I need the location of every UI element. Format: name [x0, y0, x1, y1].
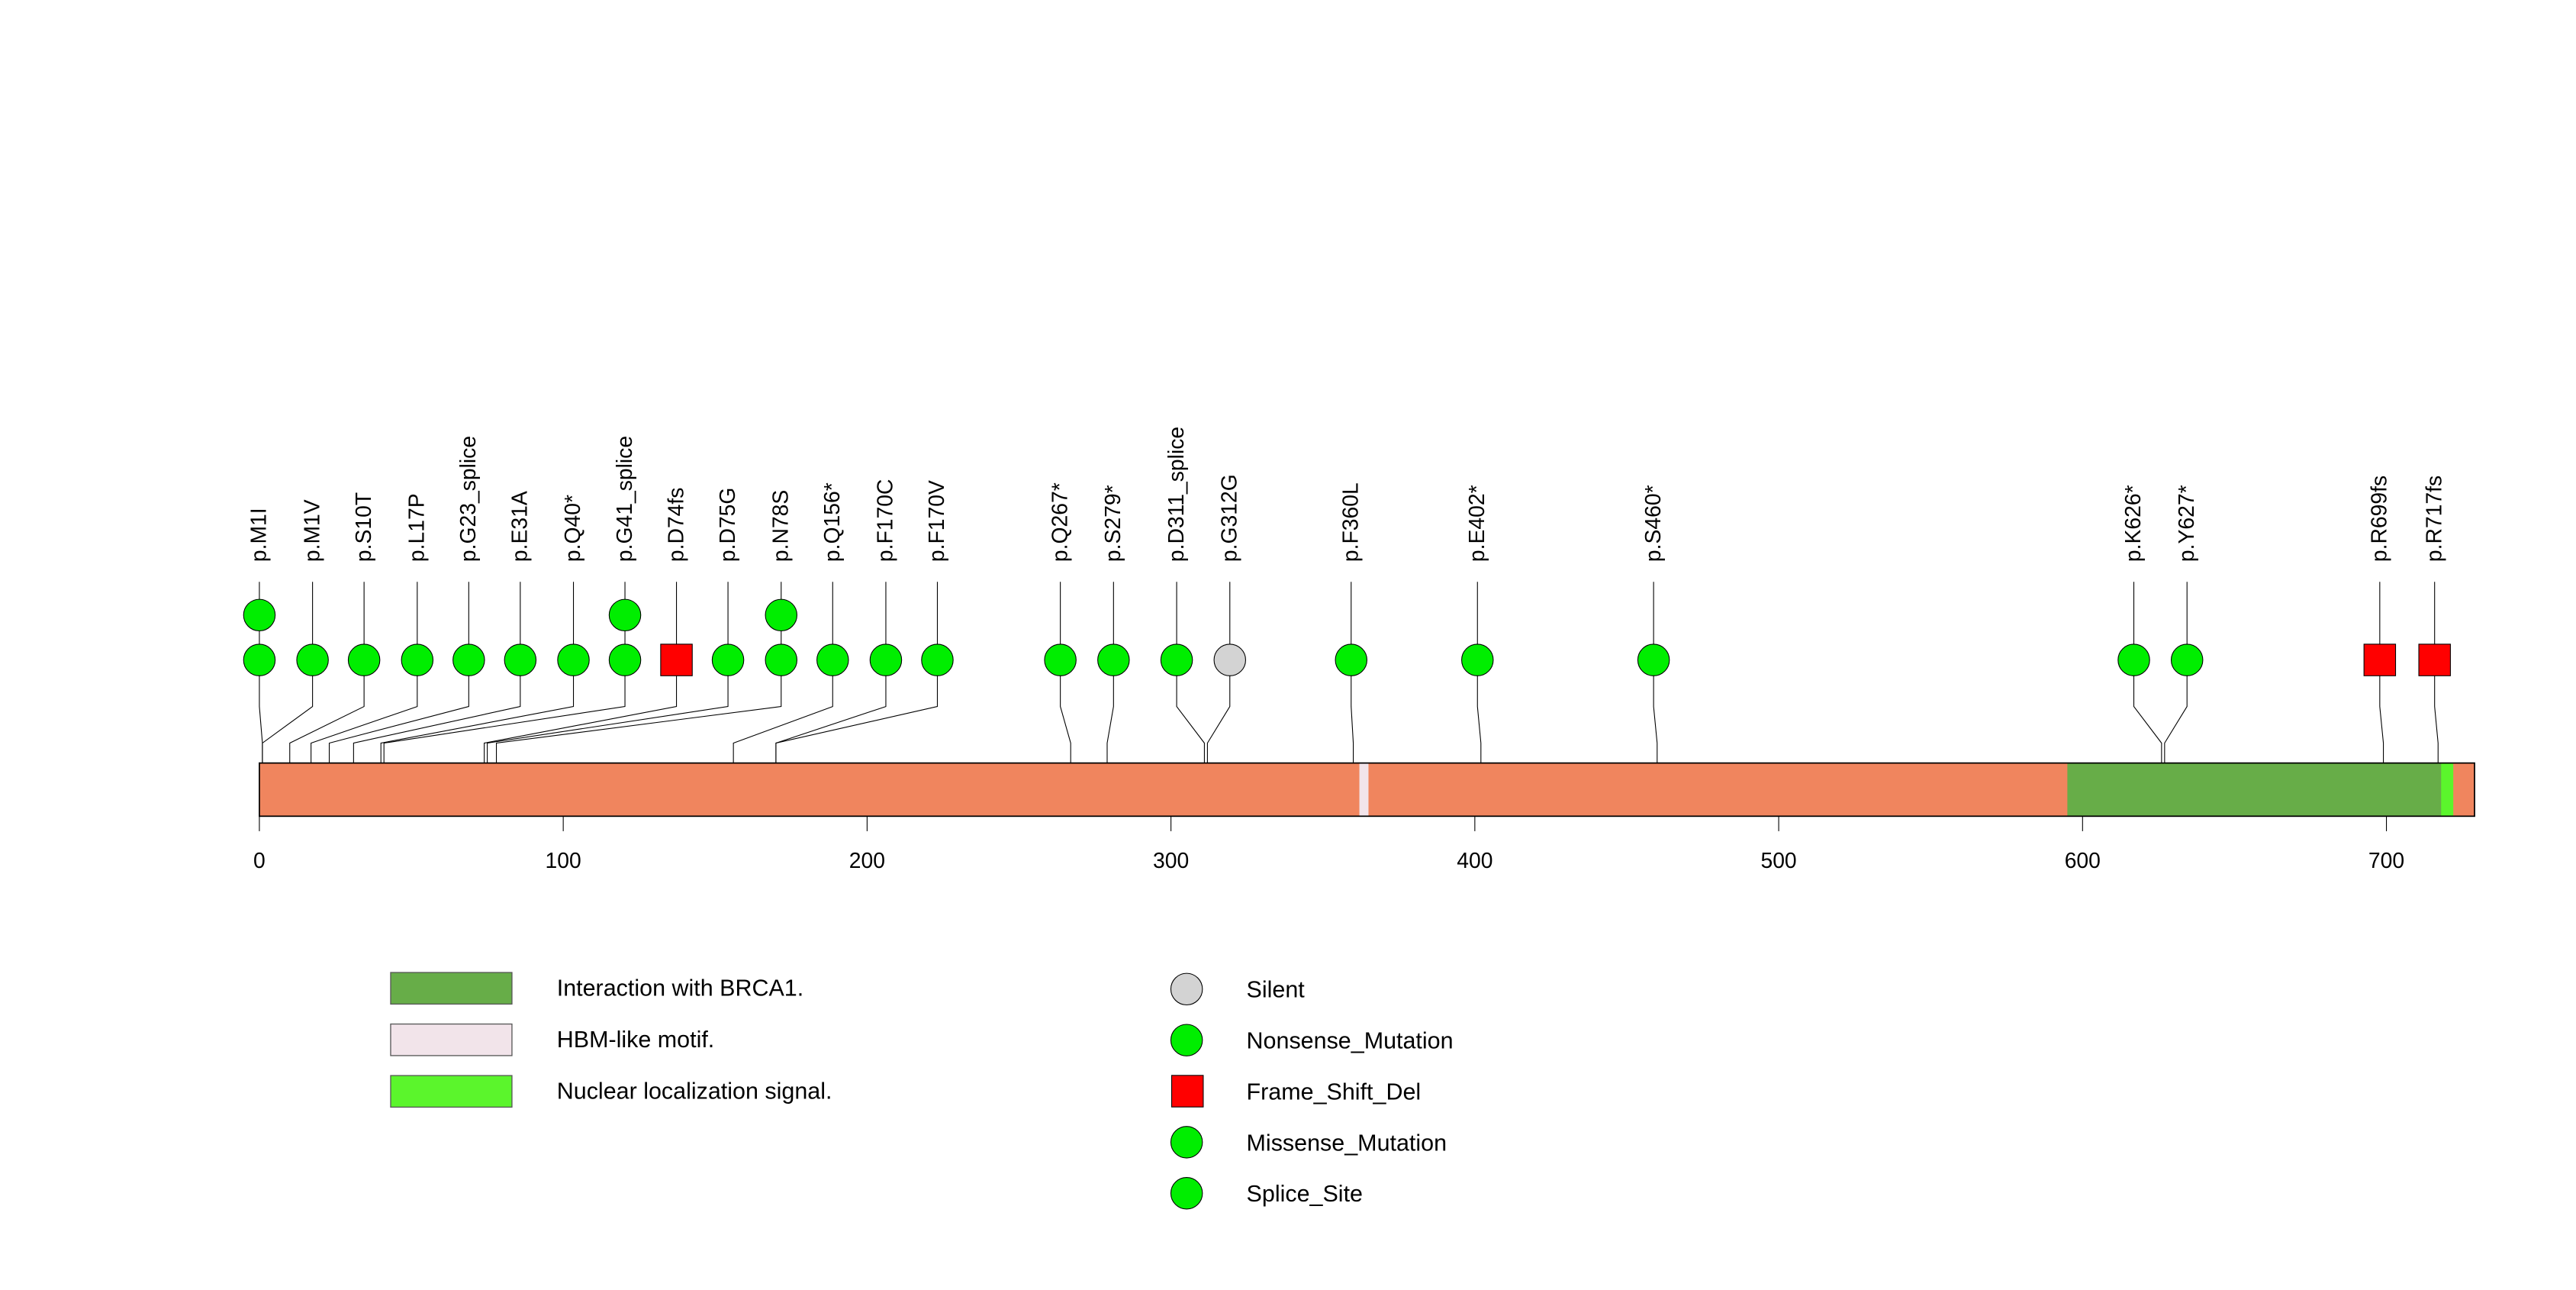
mutation-marker [347, 643, 381, 676]
mutation-marker [1461, 643, 1494, 676]
mutation-marker [296, 643, 329, 676]
x-tick-label: 700 [2368, 848, 2404, 872]
mutation-label: p.E31A [507, 491, 532, 562]
mutation-marker [401, 643, 434, 676]
x-tick-label: 400 [1457, 848, 1492, 872]
mutation-label: p.F170V [924, 480, 948, 562]
mutation-marker [452, 643, 485, 676]
legend-domain-swatch [390, 1075, 513, 1108]
legend-type-swatch [1170, 1024, 1203, 1056]
legend-type-label: Splice_Site [1247, 1181, 1363, 1207]
mutation-marker [711, 643, 745, 676]
mutation-label: p.N78S [768, 490, 792, 562]
mutation-label: p.G23_splice [456, 436, 480, 562]
mutation-marker [243, 598, 276, 632]
legend-type-label: Frame_Shift_Del [1247, 1079, 1422, 1105]
mutation-label: p.S279* [1100, 485, 1125, 562]
mutation-label: p.D75G [715, 488, 739, 563]
legend-domain-swatch [390, 972, 513, 1005]
x-tick-label: 100 [546, 848, 581, 872]
mutation-label: p.Q267* [1047, 482, 1071, 562]
mutation-labels: p.M1I p.M1V p.S10T p.L17P p.G23_splice p.E31A… [246, 427, 2446, 562]
mutation-label: p.F360L [1338, 482, 1362, 562]
frameshift-marker [660, 643, 693, 676]
domain-0 [2067, 763, 2448, 817]
x-axis: 0 100 200 300 400 500 600 700 [253, 816, 2404, 872]
mutation-label: p.M1I [246, 508, 271, 562]
mutation-marker [869, 643, 903, 676]
mutation-label: p.S460* [1641, 485, 1665, 562]
mutation-marker [2170, 643, 2204, 676]
mutation-marker [816, 643, 849, 676]
mutation-label: p.G312G [1216, 474, 1241, 562]
legend-type-swatch [1170, 1177, 1203, 1210]
domain-1 [1359, 763, 1369, 817]
mutation-label: p.E402* [1464, 485, 1489, 562]
x-tick-label: 0 [253, 848, 266, 872]
domain-2 [2441, 763, 2454, 817]
mutation-label: p.L17P [404, 493, 429, 562]
mutation-marker [608, 643, 642, 676]
mutation-marker [608, 598, 642, 632]
mutation-label: p.Y627* [2174, 485, 2198, 562]
mutation-marker [1637, 643, 1670, 676]
mutation-label: p.F170C [873, 479, 897, 563]
legend: Interaction with BRCA1. HBM-like motif. Nu… [390, 972, 1454, 1210]
x-tick-label: 600 [2065, 848, 2101, 872]
legend-type-label: Silent [1247, 977, 1306, 1003]
mutation-marker [243, 643, 276, 676]
mutation-label: p.M1V [299, 499, 324, 562]
mutation-marker [1213, 643, 1247, 676]
legend-type-label: Missense_Mutation [1247, 1130, 1447, 1156]
mutation-label: p.D311_splice [1164, 427, 1188, 562]
x-tick-label: 200 [849, 848, 885, 872]
mutation-label: p.D74fs [663, 488, 687, 563]
mutation-marker [765, 598, 797, 632]
mutation-label: p.R699fs [2367, 476, 2391, 562]
mutation-marker [557, 643, 590, 676]
protein-backbone [259, 762, 2475, 818]
frameshift-marker [2363, 643, 2397, 676]
mutation-marker [1160, 643, 1193, 676]
protein-bar-outline [259, 762, 2475, 818]
mutation-label: p.R717fs [2421, 476, 2446, 562]
mutation-marker [2117, 643, 2150, 676]
mutation-label: p.G41_splice [612, 436, 636, 562]
x-tick-label: 500 [1760, 848, 1796, 872]
legend-type-swatch [1170, 972, 1203, 1006]
x-tick-label: 300 [1153, 848, 1189, 872]
legend-type-swatch [1170, 1126, 1203, 1159]
mutation-marker [504, 643, 537, 676]
mutation-marker [1335, 643, 1367, 676]
mutation-marker [1044, 643, 1077, 676]
legend-domain-swatch [390, 1023, 513, 1056]
legend-type-label: Nonsense_Mutation [1247, 1028, 1454, 1054]
mutation-marker [921, 643, 954, 676]
mutation-marker [765, 643, 797, 676]
mutation-markers [243, 598, 2451, 676]
legend-type-swatch [1171, 1075, 1204, 1108]
legend-domain-label: Interaction with BRCA1. [557, 976, 803, 1001]
mutation-label: p.Q156* [819, 482, 844, 562]
mutation-label: p.Q40* [560, 495, 584, 562]
frameshift-marker [2418, 643, 2451, 676]
legend-domain-label: Nuclear localization signal. [557, 1079, 832, 1105]
mutation-marker [1097, 643, 1130, 676]
mutation-label: p.K626* [2120, 485, 2145, 562]
legend-domain-label: HBM-like motif. [557, 1027, 715, 1053]
mutation-label: p.S10T [351, 492, 375, 562]
